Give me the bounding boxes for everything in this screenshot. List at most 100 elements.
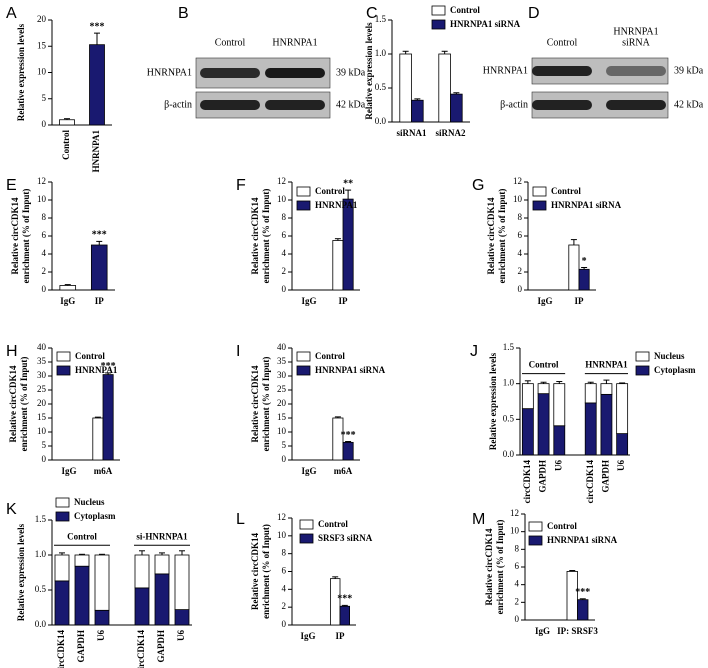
x-tick-label: IP: SRSF3 [557, 626, 598, 636]
bar-segment [584, 402, 597, 456]
y-axis-label: Relative circCDK14 [250, 532, 260, 610]
x-tick-label: m6A [334, 466, 353, 476]
bar [399, 53, 412, 123]
lane-label: HNRNPA1 [613, 26, 658, 37]
y-tick-label: 20 [37, 398, 47, 408]
x-tick-label: siRNA1 [396, 128, 427, 138]
y-axis-label: Relative expression levels [488, 352, 498, 450]
y-axis-label: enrichment (% of Input) [261, 524, 271, 619]
y-tick-label: 8 [282, 548, 287, 558]
x-tick-label: IP [95, 296, 105, 306]
bar-segment [134, 587, 150, 626]
blot-band [200, 68, 260, 78]
y-tick-label: 40 [37, 342, 47, 352]
blot-band [606, 66, 666, 76]
x-tick-label: IgG [535, 626, 550, 636]
y-tick-label: 10 [37, 426, 47, 436]
y-tick-label: 1.0 [35, 549, 47, 559]
significance: * [582, 256, 587, 267]
legend-label: HNRNPA1 [75, 365, 118, 375]
y-tick-label: 15 [37, 412, 47, 422]
y-tick-label: 8 [42, 212, 47, 222]
y-tick-label: 5 [42, 440, 47, 450]
x-tick-label: IgG [61, 466, 76, 476]
panel-letter: L [236, 511, 245, 528]
panel-letter: J [470, 343, 478, 360]
bar-segment [94, 554, 110, 611]
y-tick-label: 10 [510, 526, 520, 536]
bar-segment [584, 383, 597, 404]
x-tick-label: IgG [301, 296, 316, 306]
legend-label: Nucleus [654, 351, 685, 361]
legend-swatch [528, 521, 543, 532]
y-tick-label: 0.0 [503, 449, 515, 459]
bar [90, 244, 108, 291]
x-tick-label: circCDK14 [585, 460, 595, 504]
y-tick-label: 12 [277, 176, 286, 186]
group-label: Control [529, 360, 559, 370]
y-tick-label: 1.0 [503, 378, 515, 388]
y-tick-label: 12 [277, 512, 286, 522]
significance: *** [90, 21, 105, 32]
y-tick-label: 35 [37, 356, 47, 366]
x-tick-label: GAPDH [156, 630, 166, 663]
legend-label: Control [318, 519, 348, 529]
y-axis-label: Relative circCDK14 [10, 197, 20, 275]
panel-letter: A [6, 5, 17, 22]
panel-letter: K [6, 501, 17, 518]
panel-letter: C [366, 5, 378, 22]
x-tick-label: U6 [553, 460, 563, 471]
bar [59, 285, 77, 291]
x-tick-label: Control [61, 130, 71, 160]
y-axis-label: Relative circCDK14 [8, 365, 18, 443]
y-tick-label: 0.5 [375, 82, 387, 92]
panel-letter: H [6, 343, 18, 360]
y-tick-label: 10 [277, 530, 287, 540]
legend-label: Nucleus [74, 497, 105, 507]
size-label: 39 kDa [336, 67, 366, 78]
y-tick-label: 0.0 [375, 116, 387, 126]
y-tick-label: 0 [42, 119, 47, 129]
y-tick-label: 6 [515, 561, 520, 571]
legend-label: Cytoplasm [74, 511, 116, 521]
y-tick-label: 12 [513, 176, 522, 186]
bar [438, 53, 451, 123]
y-tick-label: 20 [37, 14, 47, 24]
blot-band [265, 68, 325, 78]
blot-band [606, 100, 666, 110]
x-tick-label: HNRNPA1 [91, 130, 101, 173]
x-tick-label: IgG [60, 296, 75, 306]
legend-label: SRSF3 siRNA [318, 533, 373, 543]
bar [332, 240, 344, 291]
bar-segment [616, 433, 629, 456]
legend-swatch [635, 351, 650, 362]
legend-swatch [635, 365, 650, 376]
y-axis-label: enrichment (% of Input) [21, 189, 31, 284]
bar-segment [521, 408, 534, 456]
legend-swatch [431, 5, 446, 16]
bar-segment [553, 425, 566, 456]
significance: *** [92, 230, 107, 241]
panel-letter: I [236, 343, 240, 360]
legend-swatch [299, 533, 314, 544]
y-tick-label: 8 [518, 212, 523, 222]
x-tick-label: IgG [300, 631, 315, 641]
y-axis-label: enrichment (% of Input) [261, 189, 271, 284]
y-tick-label: 2 [282, 601, 287, 611]
legend-label: Control [551, 186, 581, 196]
legend-swatch [296, 351, 311, 362]
legend-label: Cytoplasm [654, 365, 696, 375]
y-tick-label: 40 [277, 342, 287, 352]
y-tick-label: 0 [42, 284, 47, 294]
bar-segment [553, 383, 566, 427]
panel-letter: G [472, 177, 484, 194]
y-axis-label: Relative circCDK14 [486, 197, 496, 275]
y-tick-label: 4 [282, 248, 287, 258]
y-tick-label: 25 [277, 384, 287, 394]
bar [568, 244, 580, 291]
size-label: 42 kDa [336, 99, 366, 110]
y-tick-label: 25 [37, 384, 47, 394]
y-tick-label: 12 [510, 508, 519, 518]
x-tick-label: circCDK14 [136, 630, 146, 668]
